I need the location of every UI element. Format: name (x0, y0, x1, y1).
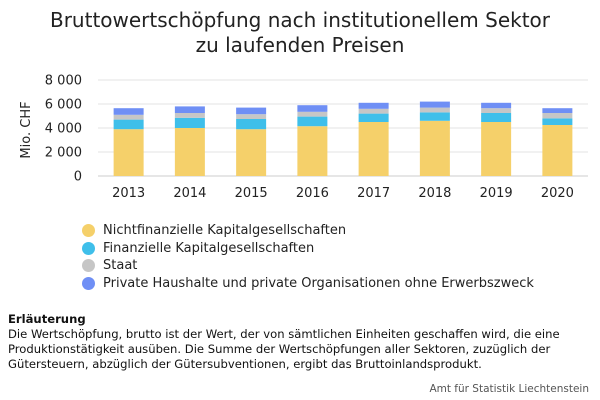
bar-segment-3 (236, 114, 267, 119)
y-tick-label: 0 (74, 170, 82, 185)
source-credit: Amt für Statistik Liechtenstein (429, 383, 589, 395)
bar-segment-4 (174, 106, 205, 113)
notes-section: Erläuterung Die Wertschöpfung, brutto is… (8, 312, 593, 372)
bar-segment-3 (297, 111, 328, 117)
bar-segment-2 (113, 119, 144, 130)
bar-segment-2 (297, 116, 328, 127)
legend-swatch (82, 241, 95, 255)
bar-segment-1 (174, 128, 205, 176)
bar-segment-2 (236, 119, 267, 130)
stacked-bar-chart: 0 2 000 4 000 6 000 8 000 Mio. CHF 2013 2014 201… (19, 74, 588, 201)
legend-label: Private Haushalte und private Organisati… (103, 275, 534, 291)
y-axis-label: Mio. CHF (19, 101, 34, 158)
chart-title: Bruttowertschöpfung nach institutionelle… (0, 8, 600, 58)
legend-label: Finanzielle Kapitalgesellschaften (103, 240, 315, 256)
legend-item: Finanzielle Kapitalgesellschaften (82, 240, 534, 258)
x-tick-label: 2013 (112, 186, 145, 201)
x-tick-label: 2019 (480, 186, 513, 201)
legend-label: Staat (103, 258, 138, 274)
bar-segment-2 (174, 117, 205, 128)
x-tick-label: 2017 (357, 186, 390, 201)
bar-segment-4 (419, 101, 450, 108)
legend-swatch (82, 224, 95, 238)
notes-text: Die Wertschöpfung, brutto ist der Wert, … (8, 327, 560, 371)
notes-heading: Erläuterung (8, 312, 86, 326)
legend-swatch (82, 259, 95, 273)
bar-segment-1 (297, 126, 328, 176)
bar-segment-3 (113, 114, 144, 120)
bar-segment-1 (236, 129, 267, 176)
y-tick-label: 8 000 (45, 74, 82, 89)
bar-segment-3 (358, 108, 389, 114)
bar-segment-4 (236, 107, 267, 115)
x-tick-label: 2014 (173, 186, 206, 201)
bar-segment-3 (174, 113, 205, 118)
bar-segment-4 (358, 102, 389, 109)
legend-item: Staat (82, 257, 534, 275)
x-tick-label: 2018 (418, 186, 451, 201)
bar-segment-1 (481, 122, 512, 176)
bar-segment-4 (113, 108, 144, 115)
bar-segment-2 (542, 118, 573, 125)
bar-segment-1 (419, 120, 450, 176)
bar-segment-3 (542, 113, 573, 119)
bar-segment-1 (358, 122, 389, 176)
bar-segment-4 (481, 102, 512, 109)
bar-segment-3 (481, 108, 512, 113)
legend-swatch (82, 276, 95, 290)
bar-segment-1 (113, 129, 144, 176)
x-tick-label: 2015 (235, 186, 268, 201)
bar-segment-2 (419, 112, 450, 121)
chart-title-line-2: zu laufenden Preisen (195, 33, 405, 57)
bar-segment-4 (542, 108, 573, 113)
legend-item: Private Haushalte und private Organisati… (82, 275, 534, 293)
x-tick-label: 2016 (296, 186, 329, 201)
y-tick-label: 6 000 (45, 98, 82, 113)
bar-segment-1 (542, 125, 573, 176)
legend-label: Nichtfinanzielle Kapitalgesellschaften (103, 223, 347, 239)
chart-title-line-1: Bruttowertschöpfung nach institutionelle… (49, 8, 551, 32)
bar-segment-4 (297, 105, 328, 112)
bar-segment-2 (481, 113, 512, 122)
y-tick-label: 4 000 (45, 122, 82, 137)
y-tick-label: 2 000 (45, 146, 82, 161)
chart-legend: Nichtfinanzielle Kapitalgesellschaften Fi… (82, 222, 534, 292)
legend-item: Nichtfinanzielle Kapitalgesellschaften (82, 222, 534, 240)
x-tick-label: 2020 (541, 186, 574, 201)
bar-segment-3 (419, 107, 450, 113)
bar-segment-2 (358, 113, 389, 122)
